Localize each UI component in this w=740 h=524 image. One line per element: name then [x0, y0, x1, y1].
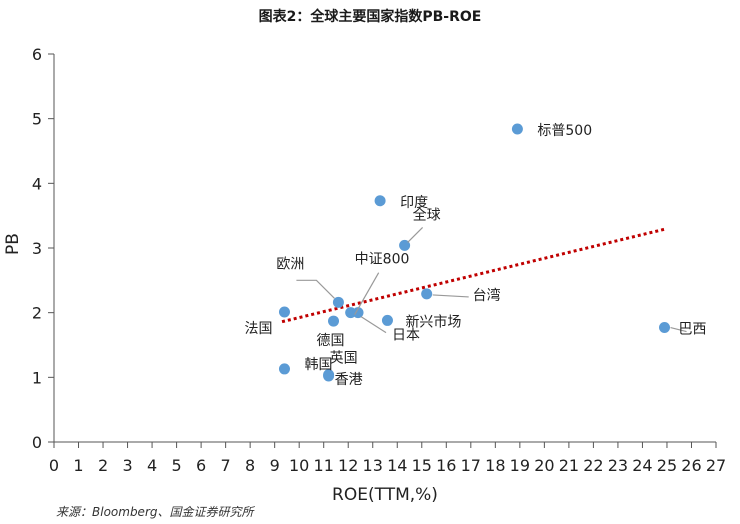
point-label: 韩国 [304, 357, 332, 373]
x-tick-label: 15 [412, 456, 432, 475]
leader-line [407, 226, 424, 243]
source-note: 来源：Bloomberg、国金证券研究所 [56, 505, 254, 519]
data-point [399, 239, 411, 251]
point-label: 巴西 [679, 322, 707, 338]
trendline-layer [281, 227, 665, 324]
x-tick-label: 13 [363, 456, 383, 475]
x-tick-label: 8 [245, 456, 255, 475]
leader-line [296, 279, 335, 299]
y-tick-label: 5 [32, 110, 42, 129]
data-point [278, 363, 290, 375]
data-point [511, 123, 523, 135]
x-tick-label: 9 [270, 456, 280, 475]
data-point [352, 307, 364, 319]
x-tick-label: 23 [608, 456, 628, 475]
leader-line [432, 294, 469, 298]
x-tick-label: 12 [338, 456, 358, 475]
data-point [381, 314, 393, 326]
y-tick-label: 6 [32, 45, 42, 64]
x-tick-label: 2 [98, 456, 108, 475]
y-tick-label: 4 [32, 174, 42, 193]
point-label: 标普500 [537, 123, 592, 139]
x-tick-label: 17 [461, 456, 481, 475]
x-tick-label: 19 [510, 456, 530, 475]
point-label: 日本 [392, 328, 420, 344]
x-tick-label: 16 [436, 456, 456, 475]
data-point [374, 195, 386, 207]
x-tick-label: 20 [534, 456, 554, 475]
y-tick-label: 1 [32, 368, 42, 387]
data-point [659, 322, 671, 334]
point-label: 台湾 [473, 287, 501, 304]
x-tick-label: 26 [681, 456, 701, 475]
point-label: 德国 [317, 333, 345, 349]
x-tick-label: 25 [657, 456, 677, 475]
x-tick-label: 22 [583, 456, 603, 475]
x-tick-label: 7 [221, 456, 231, 475]
y-tick-label: 3 [32, 239, 42, 258]
x-tick-label: 18 [485, 456, 505, 475]
point-label: 新兴市场 [405, 313, 461, 330]
data-point [332, 296, 344, 308]
points-layer [278, 123, 671, 382]
trendline [281, 227, 665, 324]
x-tick-label: 27 [706, 456, 726, 475]
y-axis-title: PB [3, 233, 23, 255]
x-tick-label: 6 [196, 456, 206, 475]
point-label: 印度 [400, 195, 428, 211]
x-tick-label: 5 [171, 456, 181, 475]
x-tick-label: 10 [289, 456, 309, 475]
x-tick-label: 1 [73, 456, 83, 475]
x-tick-label: 3 [122, 456, 132, 475]
x-tick-label: 0 [49, 456, 59, 475]
point-label: 香港 [335, 372, 363, 388]
x-tick-label: 14 [387, 456, 407, 475]
x-tick-label: 24 [632, 456, 652, 475]
leader-line [360, 316, 387, 334]
point-label: 欧洲 [276, 256, 304, 272]
leader-line [670, 326, 687, 333]
x-axis-title: ROE(TTM,%) [332, 485, 438, 505]
y-tick-label: 2 [32, 304, 42, 323]
data-point [328, 315, 340, 327]
data-point [421, 288, 433, 300]
leader-line [354, 272, 380, 315]
x-tick-label: 21 [559, 456, 579, 475]
x-tick-label: 4 [147, 456, 157, 475]
data-point [278, 306, 290, 318]
chart-title: 图表2：全球主要国家指数PB-ROE [258, 9, 482, 25]
point-label: 英国 [330, 350, 358, 367]
x-tick-label: 11 [314, 456, 334, 475]
point-label: 全球 [413, 206, 441, 223]
data-point [323, 370, 335, 382]
y-tick-label: 0 [32, 433, 42, 452]
point-label: 中证800 [355, 252, 410, 268]
point-label: 法国 [244, 321, 272, 337]
